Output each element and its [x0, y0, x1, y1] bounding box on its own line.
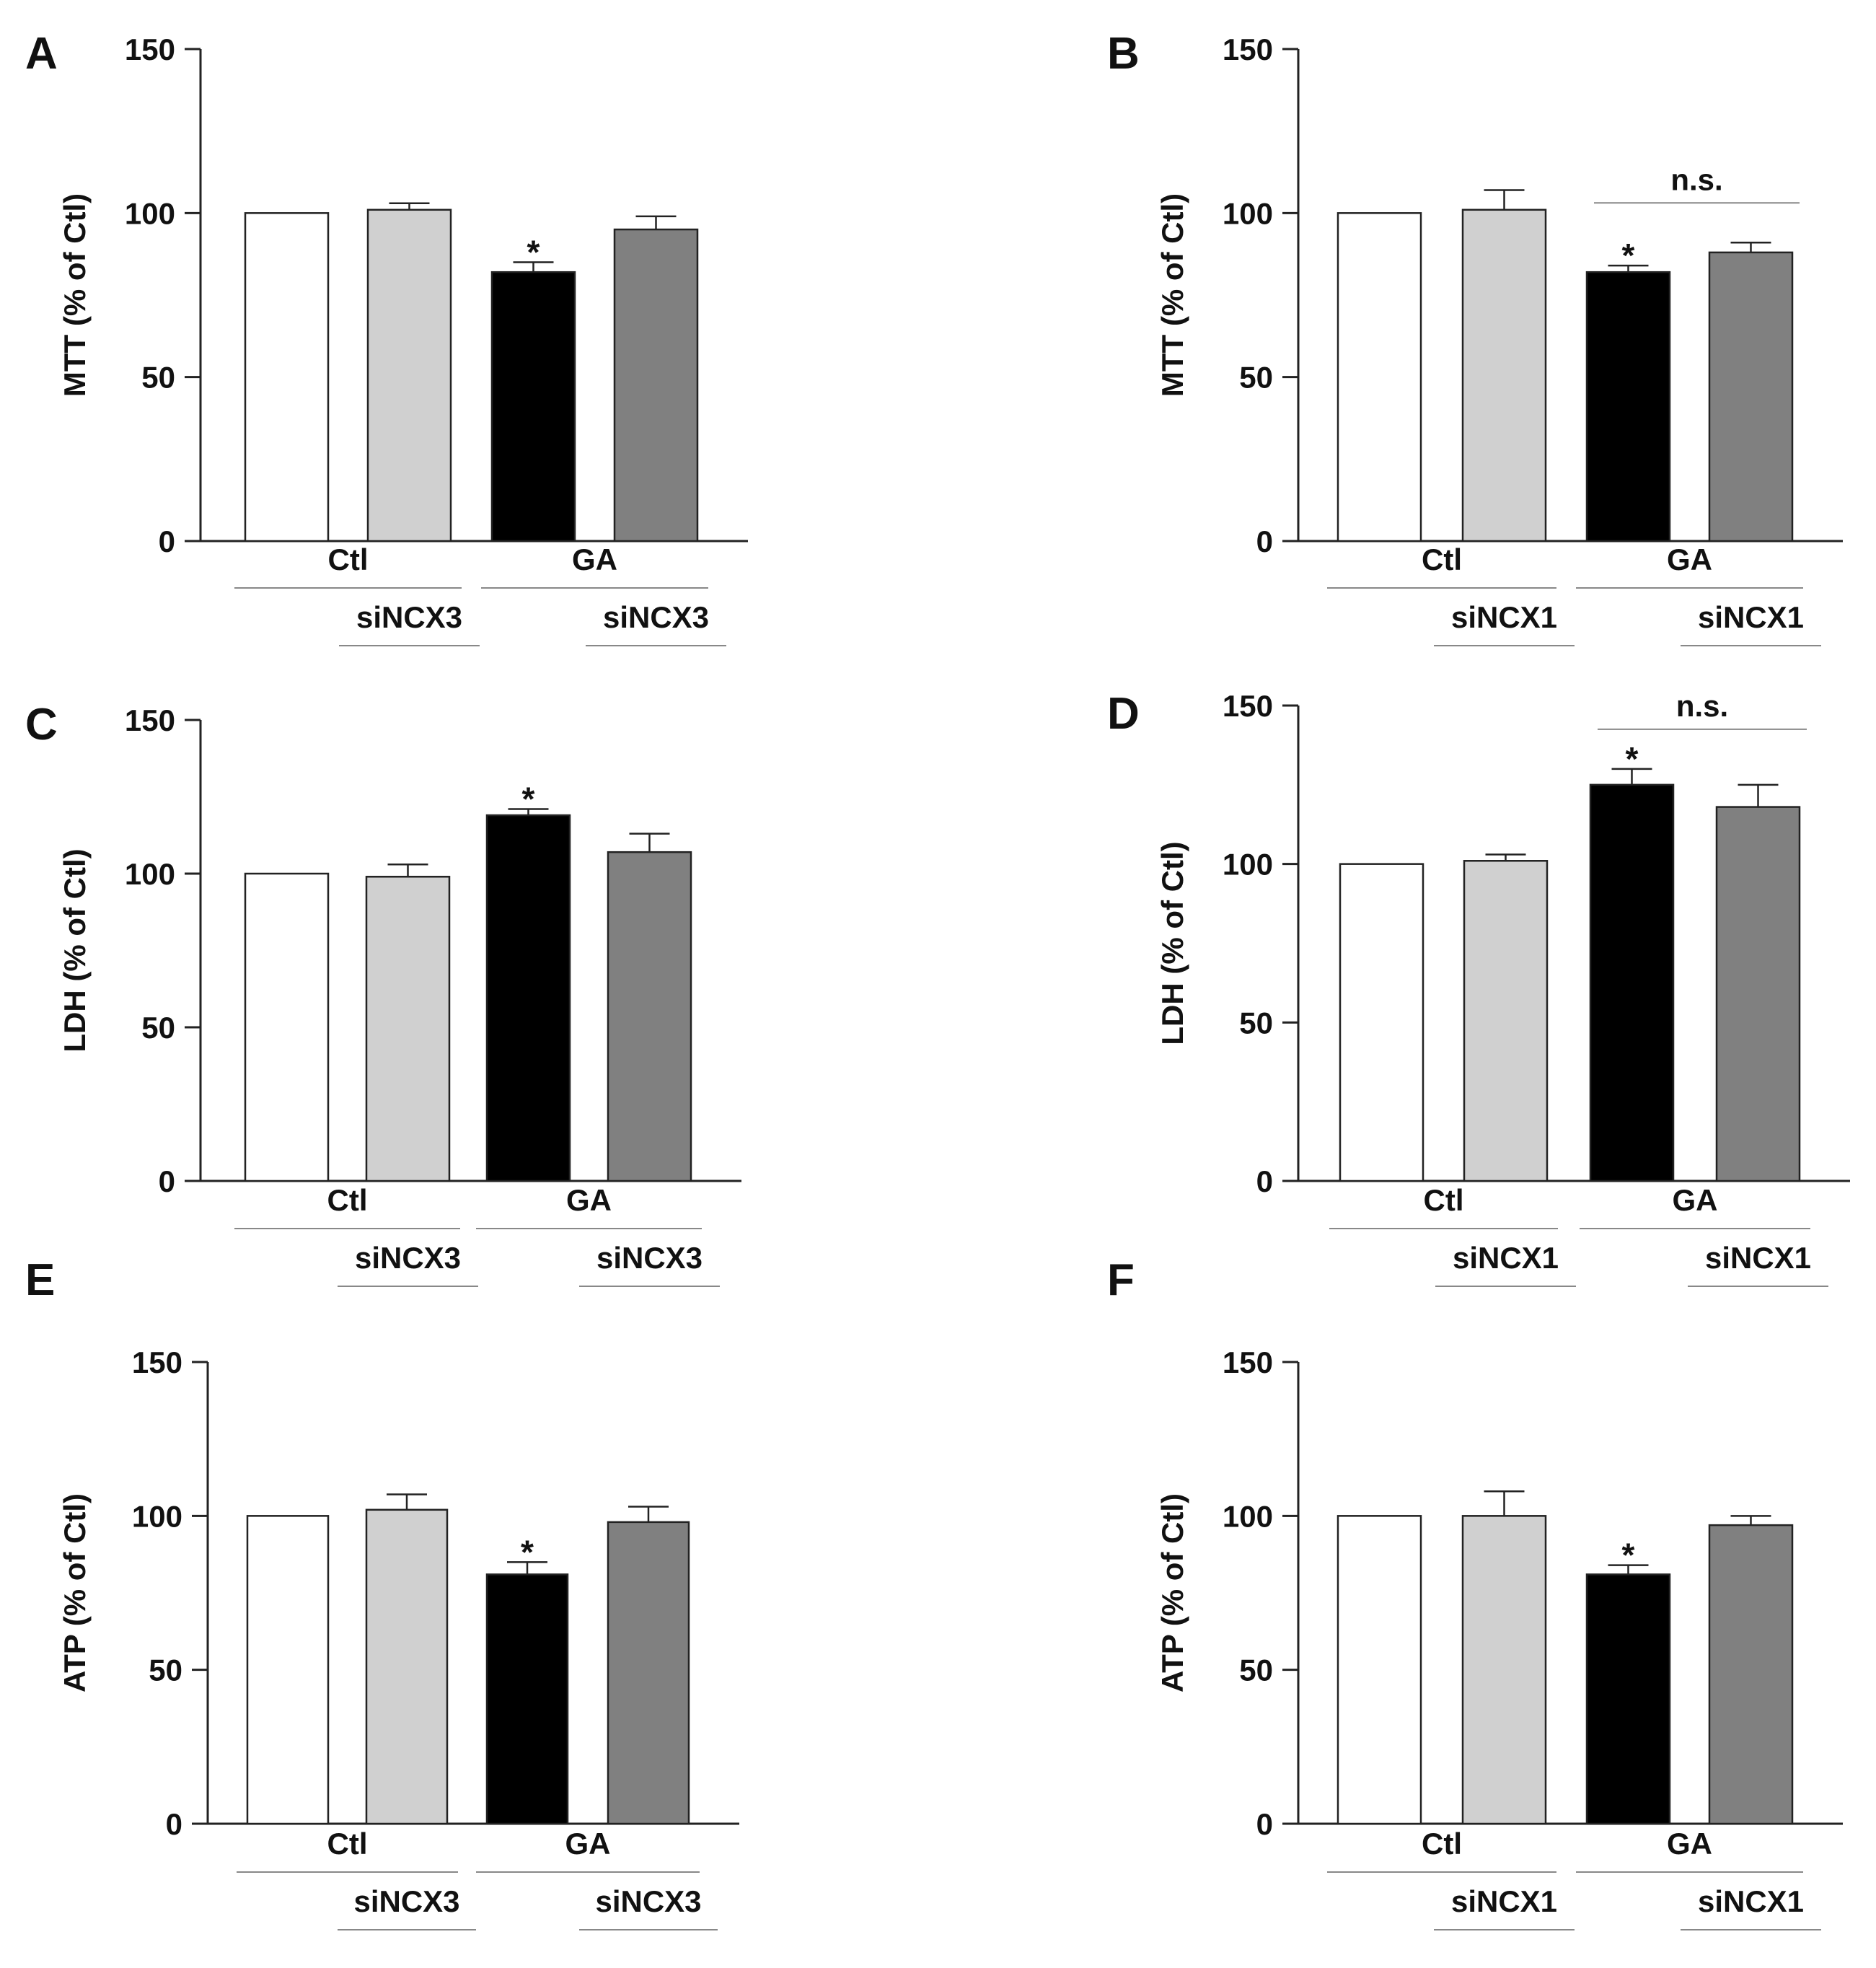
- panel-f: F 0 50 100 150 ATP (% of Ctl) * Ctl GA siNCX1 siNC…: [1107, 1255, 1843, 1930]
- y-tick-label: 0: [166, 1807, 182, 1841]
- bar-2: [1463, 860, 1549, 1182]
- y-axis-label: MTT (% of Ctl): [1155, 193, 1189, 397]
- y-tick-label: 0: [159, 1164, 175, 1198]
- significance-star: *: [521, 1533, 534, 1571]
- significance-star: *: [1626, 740, 1639, 778]
- bar-1: [246, 1515, 330, 1825]
- bar-3: [1585, 271, 1671, 542]
- panel-letter: E: [25, 1255, 55, 1305]
- y-tick-label: 150: [132, 1345, 182, 1379]
- significance-star: *: [1622, 1537, 1635, 1574]
- sirna-label: siNCX1: [1451, 600, 1557, 634]
- bar-2: [365, 1508, 449, 1825]
- group-label-ctl: Ctl: [328, 542, 369, 576]
- panel-letter: B: [1107, 29, 1140, 79]
- y-tick-label: 0: [1256, 1164, 1273, 1198]
- y-tick-label: 50: [1239, 361, 1273, 395]
- y-tick-label: 150: [1223, 32, 1273, 66]
- sirna-label: siNCX1: [1698, 1884, 1804, 1918]
- group-label-ctl: Ctl: [1422, 1827, 1462, 1861]
- group-label-ctl: Ctl: [1424, 1183, 1464, 1217]
- y-tick-label: 0: [159, 524, 175, 558]
- sirna-label: siNCX1: [1451, 1884, 1557, 1918]
- sirna-label: siNCX3: [596, 1241, 703, 1275]
- panel-d: D 0 50 100 150 LDH (% of Ctl) * n.s. Ctl GA siNCX1…: [1107, 689, 1850, 1287]
- group-label-ga: GA: [1673, 1183, 1718, 1217]
- group-label-ga: GA: [1667, 1827, 1712, 1861]
- y-tick-label: 100: [125, 857, 175, 891]
- y-tick-label: 150: [1223, 1345, 1273, 1379]
- y-tick-label: 0: [1256, 1807, 1273, 1841]
- ns-label: n.s.: [1676, 689, 1728, 723]
- bar-2: [1461, 1515, 1547, 1825]
- sirna-label: siNCX3: [595, 1884, 701, 1918]
- sirna-label: siNCX1: [1453, 1241, 1559, 1275]
- sirna-label: siNCX3: [603, 600, 709, 634]
- panel-letter: C: [25, 700, 58, 750]
- group-label-ga: GA: [1667, 542, 1712, 576]
- y-tick-label: 50: [1239, 1006, 1273, 1040]
- y-axis-label: ATP (% of Ctl): [58, 1493, 92, 1692]
- y-tick-label: 100: [1223, 1499, 1273, 1533]
- group-label-ctl: Ctl: [327, 1827, 368, 1861]
- sirna-label: siNCX3: [355, 1241, 461, 1275]
- bar-4: [1715, 806, 1801, 1182]
- y-tick-label: 150: [1223, 689, 1273, 723]
- sirna-label: siNCX3: [356, 600, 462, 634]
- y-tick-label: 100: [1223, 196, 1273, 230]
- sirna-label: siNCX1: [1698, 600, 1804, 634]
- bar-1: [1336, 212, 1422, 542]
- group-label-ga: GA: [572, 542, 617, 576]
- y-tick-label: 150: [125, 32, 175, 66]
- bar-4: [607, 1521, 690, 1825]
- bar-1: [1339, 863, 1424, 1182]
- y-tick-label: 50: [1239, 1653, 1273, 1687]
- bar-3: [485, 1573, 569, 1825]
- bar-4: [1708, 1524, 1794, 1825]
- panel-e: E 0 50 100 150 ATP (% of Ctl) * Ctl GA siNCX3 siNC…: [25, 1255, 739, 1930]
- group-label-ctl: Ctl: [1422, 542, 1462, 576]
- y-tick-label: 100: [125, 196, 175, 230]
- group-label-ga: GA: [566, 1183, 612, 1217]
- y-axis-label: ATP (% of Ctl): [1155, 1493, 1189, 1692]
- y-tick-label: 50: [149, 1653, 182, 1687]
- sirna-label: siNCX3: [353, 1884, 459, 1918]
- bar-1: [1336, 1515, 1422, 1825]
- bar-3: [490, 271, 576, 542]
- y-axis-label: LDH (% of Ctl): [58, 848, 92, 1052]
- bar-4: [613, 228, 699, 542]
- significance-star: *: [527, 234, 540, 271]
- bar-3: [1585, 1573, 1671, 1825]
- panel-letter: F: [1107, 1255, 1135, 1305]
- bar-2: [365, 876, 451, 1182]
- panel-letter: A: [25, 29, 58, 79]
- ns-label: n.s.: [1670, 162, 1722, 196]
- y-axis-label: LDH (% of Ctl): [1155, 841, 1189, 1045]
- bar-1: [244, 872, 330, 1182]
- group-label-ga: GA: [565, 1827, 611, 1861]
- panel-a: A 0 50 100 150 MTT (% of Ctl) * Ctl GA siNCX3 siNC…: [25, 29, 748, 646]
- bar-4: [1708, 251, 1794, 542]
- bar-3: [485, 814, 571, 1182]
- panel-c: C 0 50 100 150 LDH (% of Ctl) * Ctl GA siNCX3 siNC…: [25, 700, 741, 1287]
- y-tick-label: 100: [132, 1499, 182, 1533]
- bar-2: [1461, 208, 1547, 542]
- group-label-ctl: Ctl: [327, 1183, 368, 1217]
- y-axis-label: MTT (% of Ctl): [58, 193, 92, 397]
- bar-3: [1589, 783, 1675, 1182]
- y-tick-label: 50: [141, 1011, 175, 1045]
- sirna-label: siNCX1: [1705, 1241, 1811, 1275]
- panel-letter: D: [1107, 689, 1140, 739]
- significance-star: *: [1622, 237, 1635, 274]
- bar-2: [366, 208, 452, 542]
- bar-1: [244, 212, 330, 542]
- significance-star: *: [522, 781, 535, 818]
- bar-4: [607, 851, 692, 1182]
- y-tick-label: 150: [125, 703, 175, 737]
- y-tick-label: 0: [1256, 524, 1273, 558]
- y-tick-label: 100: [1223, 848, 1273, 882]
- panel-b: B 0 50 100 150 MTT (% of Ctl) * n.s. Ctl GA siNCX1…: [1107, 29, 1843, 646]
- y-tick-label: 50: [141, 361, 175, 395]
